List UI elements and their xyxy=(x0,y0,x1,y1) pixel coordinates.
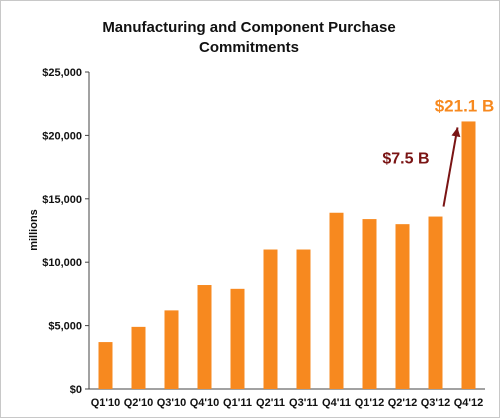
bar xyxy=(263,249,278,389)
bar xyxy=(164,310,179,389)
x-tick-label: Q2'10 xyxy=(124,397,154,409)
increase-label: $7.5 B xyxy=(382,150,429,167)
last-bar-value-label: $21.1 B xyxy=(435,96,495,115)
bar xyxy=(395,224,410,389)
y-tick-label: $25,000 xyxy=(42,67,82,79)
x-tick-label: Q4'11 xyxy=(322,397,351,409)
y-tick-label: $15,000 xyxy=(42,194,82,206)
bar xyxy=(329,212,344,389)
bar xyxy=(131,326,146,389)
y-ticks: $0 $5,000 $10,000 $15,000 $20,000 $25,000 xyxy=(42,67,89,396)
bar xyxy=(428,216,443,389)
x-tick-label: Q4'10 xyxy=(190,397,220,409)
x-ticks: Q1'10 Q2'10 Q3'10 Q4'10 Q1'11 Q2'11 Q3'11 Q4'11… xyxy=(91,397,484,409)
x-tick-label: Q1'10 xyxy=(91,397,121,409)
x-tick-label: Q2'11 xyxy=(256,397,285,409)
x-tick-label: Q1'12 xyxy=(355,397,385,409)
bars xyxy=(98,121,476,390)
chart-title-line-1: Manufacturing and Component Purchase xyxy=(102,19,395,36)
increase-arrow-head xyxy=(451,127,461,138)
x-tick-label: Q3'10 xyxy=(157,397,187,409)
x-tick-label: Q3'12 xyxy=(421,397,451,409)
y-axis-label: millions xyxy=(28,209,40,251)
y-tick-label: $0 xyxy=(70,384,82,396)
bar xyxy=(461,121,476,390)
y-tick-label: $10,000 xyxy=(42,257,82,269)
y-tick-label: $5,000 xyxy=(48,321,82,333)
bar xyxy=(98,342,113,389)
y-tick-label: $20,000 xyxy=(42,130,82,142)
chart-title-line-2: Commitments xyxy=(199,39,299,56)
x-tick-label: Q4'12 xyxy=(454,397,484,409)
x-tick-label: Q3'11 xyxy=(289,397,318,409)
axes xyxy=(88,72,485,390)
x-tick-label: Q2'12 xyxy=(388,397,418,409)
bar xyxy=(230,288,245,389)
x-tick-label: Q1'11 xyxy=(223,397,252,409)
bar xyxy=(362,219,377,389)
bar xyxy=(197,285,212,389)
annotations: $21.1 B $7.5 B xyxy=(382,96,495,207)
increase-arrow xyxy=(442,127,459,207)
bar xyxy=(296,249,311,389)
